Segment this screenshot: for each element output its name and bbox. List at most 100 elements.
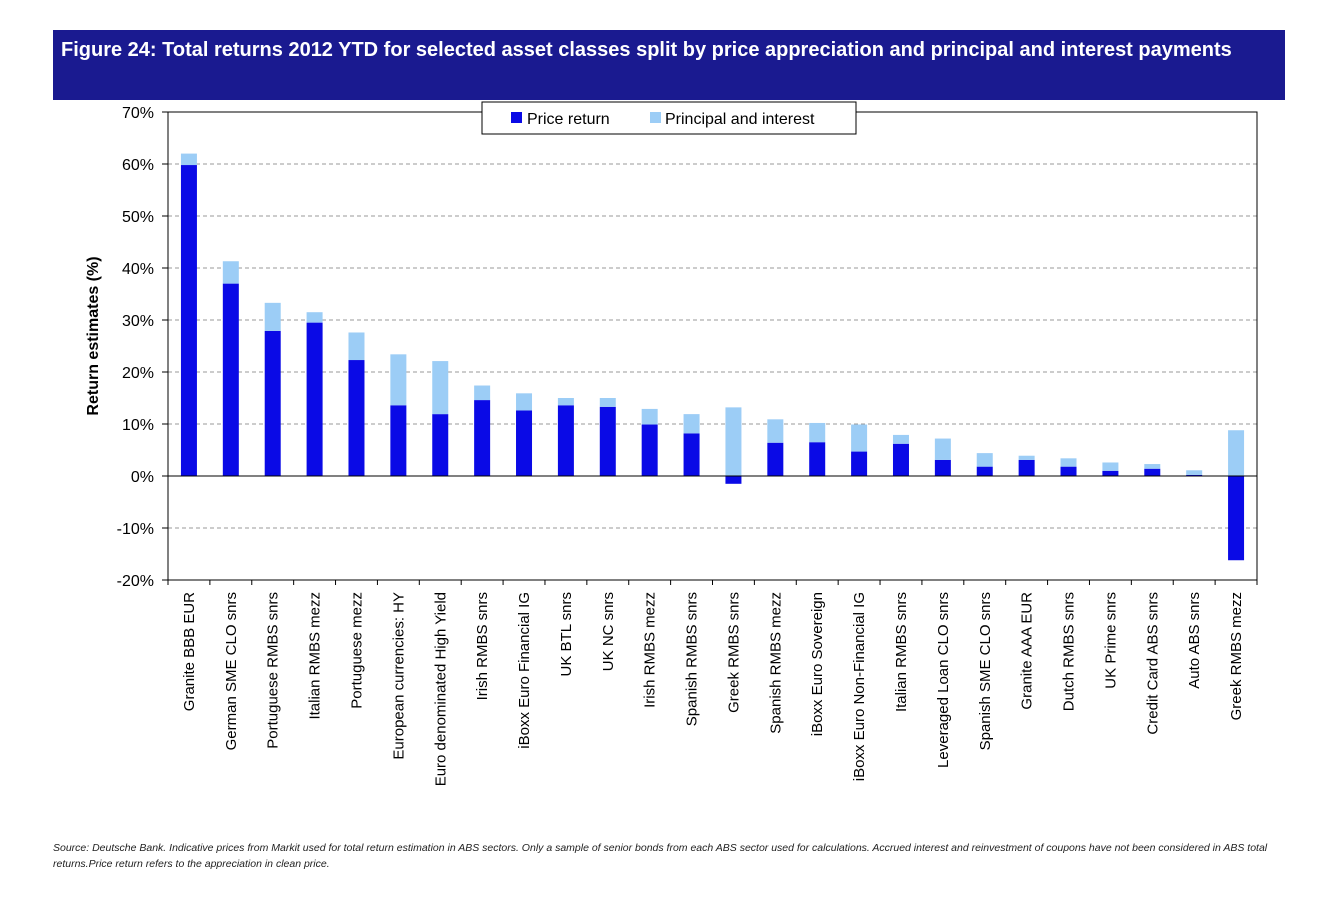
bar-principal-and-interest: [264, 302, 281, 331]
bar-principal-and-interest: [599, 398, 616, 407]
x-category-label: European currencies: HY: [390, 592, 407, 760]
bar-price-return: [432, 414, 449, 476]
legend-swatch-price-return: [511, 112, 522, 123]
y-tick-label: 50%: [122, 209, 154, 226]
y-tick-label: 20%: [122, 365, 154, 382]
gridlines: [168, 163, 1257, 529]
bar-principal-and-interest: [390, 354, 407, 406]
bar-price-return: [767, 442, 784, 476]
bar-price-return: [222, 283, 239, 476]
y-axis-label: Return estimates (%): [85, 256, 102, 415]
x-category-label: UK NC snrs: [600, 592, 617, 671]
x-category-label: Greek RMBS mezz: [1228, 592, 1245, 720]
bar-price-return: [557, 405, 574, 476]
legend-swatch-principal-and-interest: [650, 112, 661, 123]
x-category-label: German SME CLO snrs: [223, 592, 240, 750]
x-category-label: Greek RMBS snrs: [725, 592, 742, 713]
bar-principal-and-interest: [892, 434, 909, 444]
x-category-label: Italian RMBS snrs: [893, 592, 910, 712]
bar-price-return: [1018, 459, 1035, 476]
bar-price-return: [934, 459, 951, 476]
x-category-label: Auto ABS snrs: [1186, 592, 1203, 689]
bar-price-return: [599, 406, 616, 476]
bar-price-return: [1060, 466, 1077, 476]
bar-price-return: [725, 476, 742, 484]
bar-principal-and-interest: [976, 453, 993, 467]
bar-price-return: [348, 360, 365, 476]
bar-principal-and-interest: [306, 312, 323, 323]
legend: Price return Principal and interest: [481, 101, 857, 135]
legend-label-price-return: Price return: [527, 111, 610, 128]
x-category-label: iBoxx Euro Non-Financial IG: [851, 592, 868, 781]
bar-principal-and-interest: [1018, 455, 1035, 460]
bar-principal-and-interest: [1144, 464, 1161, 469]
x-category-label: Portuguese RMBS snrs: [265, 592, 282, 749]
x-category-label: Spanish RMBS snrs: [684, 592, 701, 726]
bar-principal-and-interest: [516, 393, 533, 411]
x-category-label: Spanish RMBS mezz: [767, 592, 784, 734]
bar-price-return: [264, 330, 281, 476]
source-note: Source: Deutsche Bank. Indicative prices…: [53, 842, 1268, 870]
x-category-label: Credit Card ABS snrs: [1144, 592, 1161, 735]
bar-price-return: [180, 165, 197, 477]
x-category-label: UK Prime snrs: [1102, 592, 1119, 689]
x-category-label: Dutch RMBS snrs: [1061, 592, 1078, 711]
bar-principal-and-interest: [809, 422, 826, 443]
x-category-label: iBoxx Euro Financial IG: [516, 592, 533, 749]
y-tick-label: 10%: [122, 417, 154, 434]
y-axis-ticks: -20% -10% 0% 10% 20% 30% 40% 50% 60% 70%: [117, 105, 168, 590]
x-category-label: Irish RMBS mezz: [642, 592, 659, 708]
legend-box: [481, 101, 857, 135]
bar-principal-and-interest: [1060, 458, 1077, 467]
y-tick-label: 0%: [131, 469, 154, 486]
bar-price-return: [976, 466, 993, 476]
bar-price-return: [641, 424, 658, 476]
x-axis-category-labels: Granite BBB EUR German SME CLO snrs Portug…: [167, 580, 1258, 786]
bar-price-return: [1102, 470, 1119, 476]
bar-price-return: [683, 433, 700, 476]
plot-frame: [167, 111, 1258, 581]
y-tick-label: -10%: [117, 521, 154, 538]
y-tick-label: 30%: [122, 313, 154, 330]
bar-principal-and-interest: [1228, 430, 1245, 476]
bar-price-return: [851, 451, 868, 476]
y-tick-label: 40%: [122, 261, 154, 278]
y-tick-label: -20%: [117, 573, 154, 590]
bar-principal-and-interest: [222, 261, 239, 284]
bar-price-return: [892, 443, 909, 476]
bar-principal-and-interest: [557, 398, 574, 406]
figure-title: Figure 24: Total returns 2012 YTD for se…: [53, 30, 1285, 100]
bar-principal-and-interest: [1102, 462, 1119, 471]
x-category-label: Granite AAA EUR: [1019, 592, 1036, 710]
bar-principal-and-interest: [348, 332, 365, 361]
x-category-label: Italian RMBS mezz: [307, 592, 324, 720]
bar-price-return: [809, 442, 826, 476]
bar-principal-and-interest: [851, 424, 868, 452]
x-category-label: Leveraged Loan CLO snrs: [935, 592, 952, 768]
bar-principal-and-interest: [474, 385, 491, 401]
bar-principal-and-interest: [1186, 470, 1203, 475]
bar-principal-and-interest: [641, 408, 658, 425]
bar-price-return: [516, 410, 533, 476]
y-tick-label: 60%: [122, 157, 154, 174]
bar-price-return: [1144, 468, 1161, 476]
bar-price-return: [390, 405, 407, 476]
bar-principal-and-interest: [725, 407, 742, 476]
x-category-label: Irish RMBS snrs: [474, 592, 491, 700]
legend-label-principal-and-interest: Principal and interest: [665, 111, 815, 128]
x-category-label: UK BTL snrs: [558, 592, 575, 676]
bar-price-return: [306, 322, 323, 476]
bar-principal-and-interest: [432, 361, 449, 415]
y-tick-label: 70%: [122, 105, 154, 122]
bars: [180, 153, 1245, 561]
x-category-label: Granite BBB EUR: [181, 592, 198, 711]
bar-price-return: [1186, 474, 1203, 476]
x-category-label: Portuguese mezz: [348, 592, 365, 709]
bar-principal-and-interest: [180, 153, 197, 166]
x-category-label: Euro denominated High Yield: [432, 592, 449, 786]
x-category-label: Spanish SME CLO snrs: [977, 592, 994, 750]
bar-principal-and-interest: [767, 419, 784, 443]
bar-price-return: [474, 400, 491, 476]
bar-principal-and-interest: [934, 438, 951, 460]
